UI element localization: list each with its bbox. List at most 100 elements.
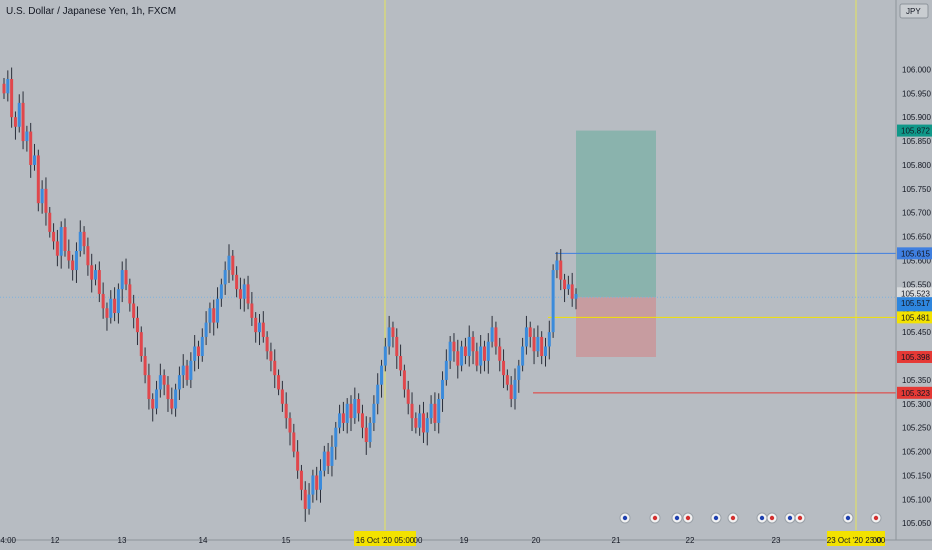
event-circle-icon[interactable] bbox=[649, 512, 661, 524]
candle-body bbox=[52, 231, 56, 242]
candle-body bbox=[181, 365, 185, 376]
price-tick-label: 105.200 bbox=[902, 448, 931, 457]
candle-body bbox=[82, 231, 86, 247]
event-flag-icon[interactable] bbox=[756, 512, 768, 524]
price-tick-label: 106.000 bbox=[902, 65, 931, 74]
event-flag-icon[interactable] bbox=[842, 512, 854, 524]
candle-body bbox=[155, 389, 159, 409]
price-tick-label: 105.750 bbox=[902, 185, 931, 194]
candle-body bbox=[105, 308, 109, 318]
candle-body bbox=[479, 346, 483, 366]
price-tick-label: 105.450 bbox=[902, 328, 931, 337]
candle-body bbox=[521, 346, 525, 366]
economic-events[interactable] bbox=[619, 512, 882, 524]
candle-body bbox=[540, 336, 544, 357]
candle-body bbox=[227, 255, 231, 271]
candle-body bbox=[128, 284, 132, 304]
candle-body bbox=[277, 375, 281, 390]
currency-badge[interactable]: JPY bbox=[899, 3, 929, 19]
candle-body bbox=[10, 78, 14, 118]
time-tick-label: 00 bbox=[414, 536, 423, 545]
candle-body bbox=[467, 336, 471, 357]
candle-body bbox=[547, 332, 551, 347]
candle-body bbox=[78, 231, 82, 251]
event-circle-icon[interactable] bbox=[794, 512, 806, 524]
candle-body bbox=[212, 308, 216, 323]
price-label-bg bbox=[897, 311, 932, 324]
candle-body bbox=[429, 403, 433, 419]
price-label-bg bbox=[897, 124, 932, 137]
candle-body bbox=[402, 370, 406, 390]
event-flag-icon[interactable] bbox=[784, 512, 796, 524]
price-tick-label: 105.650 bbox=[902, 233, 931, 242]
candle-body bbox=[185, 365, 189, 380]
event-circle-icon[interactable] bbox=[766, 512, 778, 524]
candle-body bbox=[113, 298, 117, 314]
candle-body bbox=[166, 384, 170, 400]
event-flag-icon[interactable] bbox=[619, 512, 631, 524]
candle-body bbox=[559, 260, 563, 280]
candle-body bbox=[517, 365, 521, 380]
price-label-bg bbox=[897, 386, 932, 399]
candle-body bbox=[25, 131, 29, 142]
candle-body bbox=[574, 293, 578, 299]
event-circle-icon[interactable] bbox=[727, 512, 739, 524]
candle-body bbox=[383, 346, 387, 366]
candle-body bbox=[490, 327, 494, 342]
candle-body bbox=[555, 260, 559, 271]
candle-body bbox=[368, 422, 372, 443]
candle-body bbox=[452, 341, 456, 352]
candle-body bbox=[177, 375, 181, 390]
candle-body bbox=[101, 293, 105, 309]
candle-body bbox=[376, 384, 380, 404]
time-tick-label: 14:00 bbox=[0, 536, 17, 545]
event-circle-icon[interactable] bbox=[682, 512, 694, 524]
candle-body bbox=[456, 351, 460, 366]
candle-body bbox=[250, 303, 254, 318]
candle-body bbox=[570, 284, 574, 299]
candle-body bbox=[475, 351, 479, 366]
price-tick-label: 105.100 bbox=[902, 495, 931, 504]
candle-body bbox=[463, 346, 467, 357]
candle-body bbox=[319, 470, 323, 490]
price-tick-label: 105.050 bbox=[902, 519, 931, 528]
price-tick-label: 105.700 bbox=[902, 209, 931, 218]
price-tick-label: 105.850 bbox=[902, 137, 931, 146]
price-tick-label: 105.950 bbox=[902, 89, 931, 98]
price-tick-label: 105.300 bbox=[902, 400, 931, 409]
candle-body bbox=[48, 212, 52, 232]
candle-body bbox=[63, 227, 67, 251]
candle-body bbox=[509, 384, 513, 400]
candle-body bbox=[334, 427, 338, 447]
price-label-bg bbox=[897, 287, 932, 300]
candle-body bbox=[338, 413, 342, 428]
price-tick-label: 105.800 bbox=[902, 161, 931, 170]
event-flag-icon[interactable] bbox=[671, 512, 683, 524]
candle-body bbox=[471, 336, 475, 352]
candle-body bbox=[551, 270, 555, 333]
candle-body bbox=[74, 250, 78, 271]
loss-zone[interactable] bbox=[576, 297, 656, 357]
time-tick-label: 16 Oct '20 05:00 bbox=[356, 536, 415, 545]
candle-body bbox=[280, 389, 284, 404]
candle-body bbox=[349, 403, 353, 419]
currency-label: JPY bbox=[906, 7, 921, 16]
candle-body bbox=[29, 131, 33, 165]
event-circle-icon[interactable] bbox=[870, 512, 882, 524]
candle-body bbox=[55, 241, 59, 256]
event-flag-icon[interactable] bbox=[710, 512, 722, 524]
time-tick-label: 21 bbox=[612, 536, 621, 545]
price-tick-label: 105.550 bbox=[902, 280, 931, 289]
candle-body bbox=[322, 451, 326, 471]
candle-body bbox=[71, 260, 75, 271]
candle-body bbox=[528, 327, 532, 337]
profit-zone[interactable] bbox=[576, 130, 656, 298]
candle-body bbox=[90, 265, 94, 280]
time-tick-label: 22 bbox=[686, 536, 695, 545]
candle-body bbox=[196, 346, 200, 357]
candle-body bbox=[326, 451, 330, 466]
candle-body bbox=[315, 475, 319, 490]
time-marker-bg bbox=[354, 531, 416, 546]
